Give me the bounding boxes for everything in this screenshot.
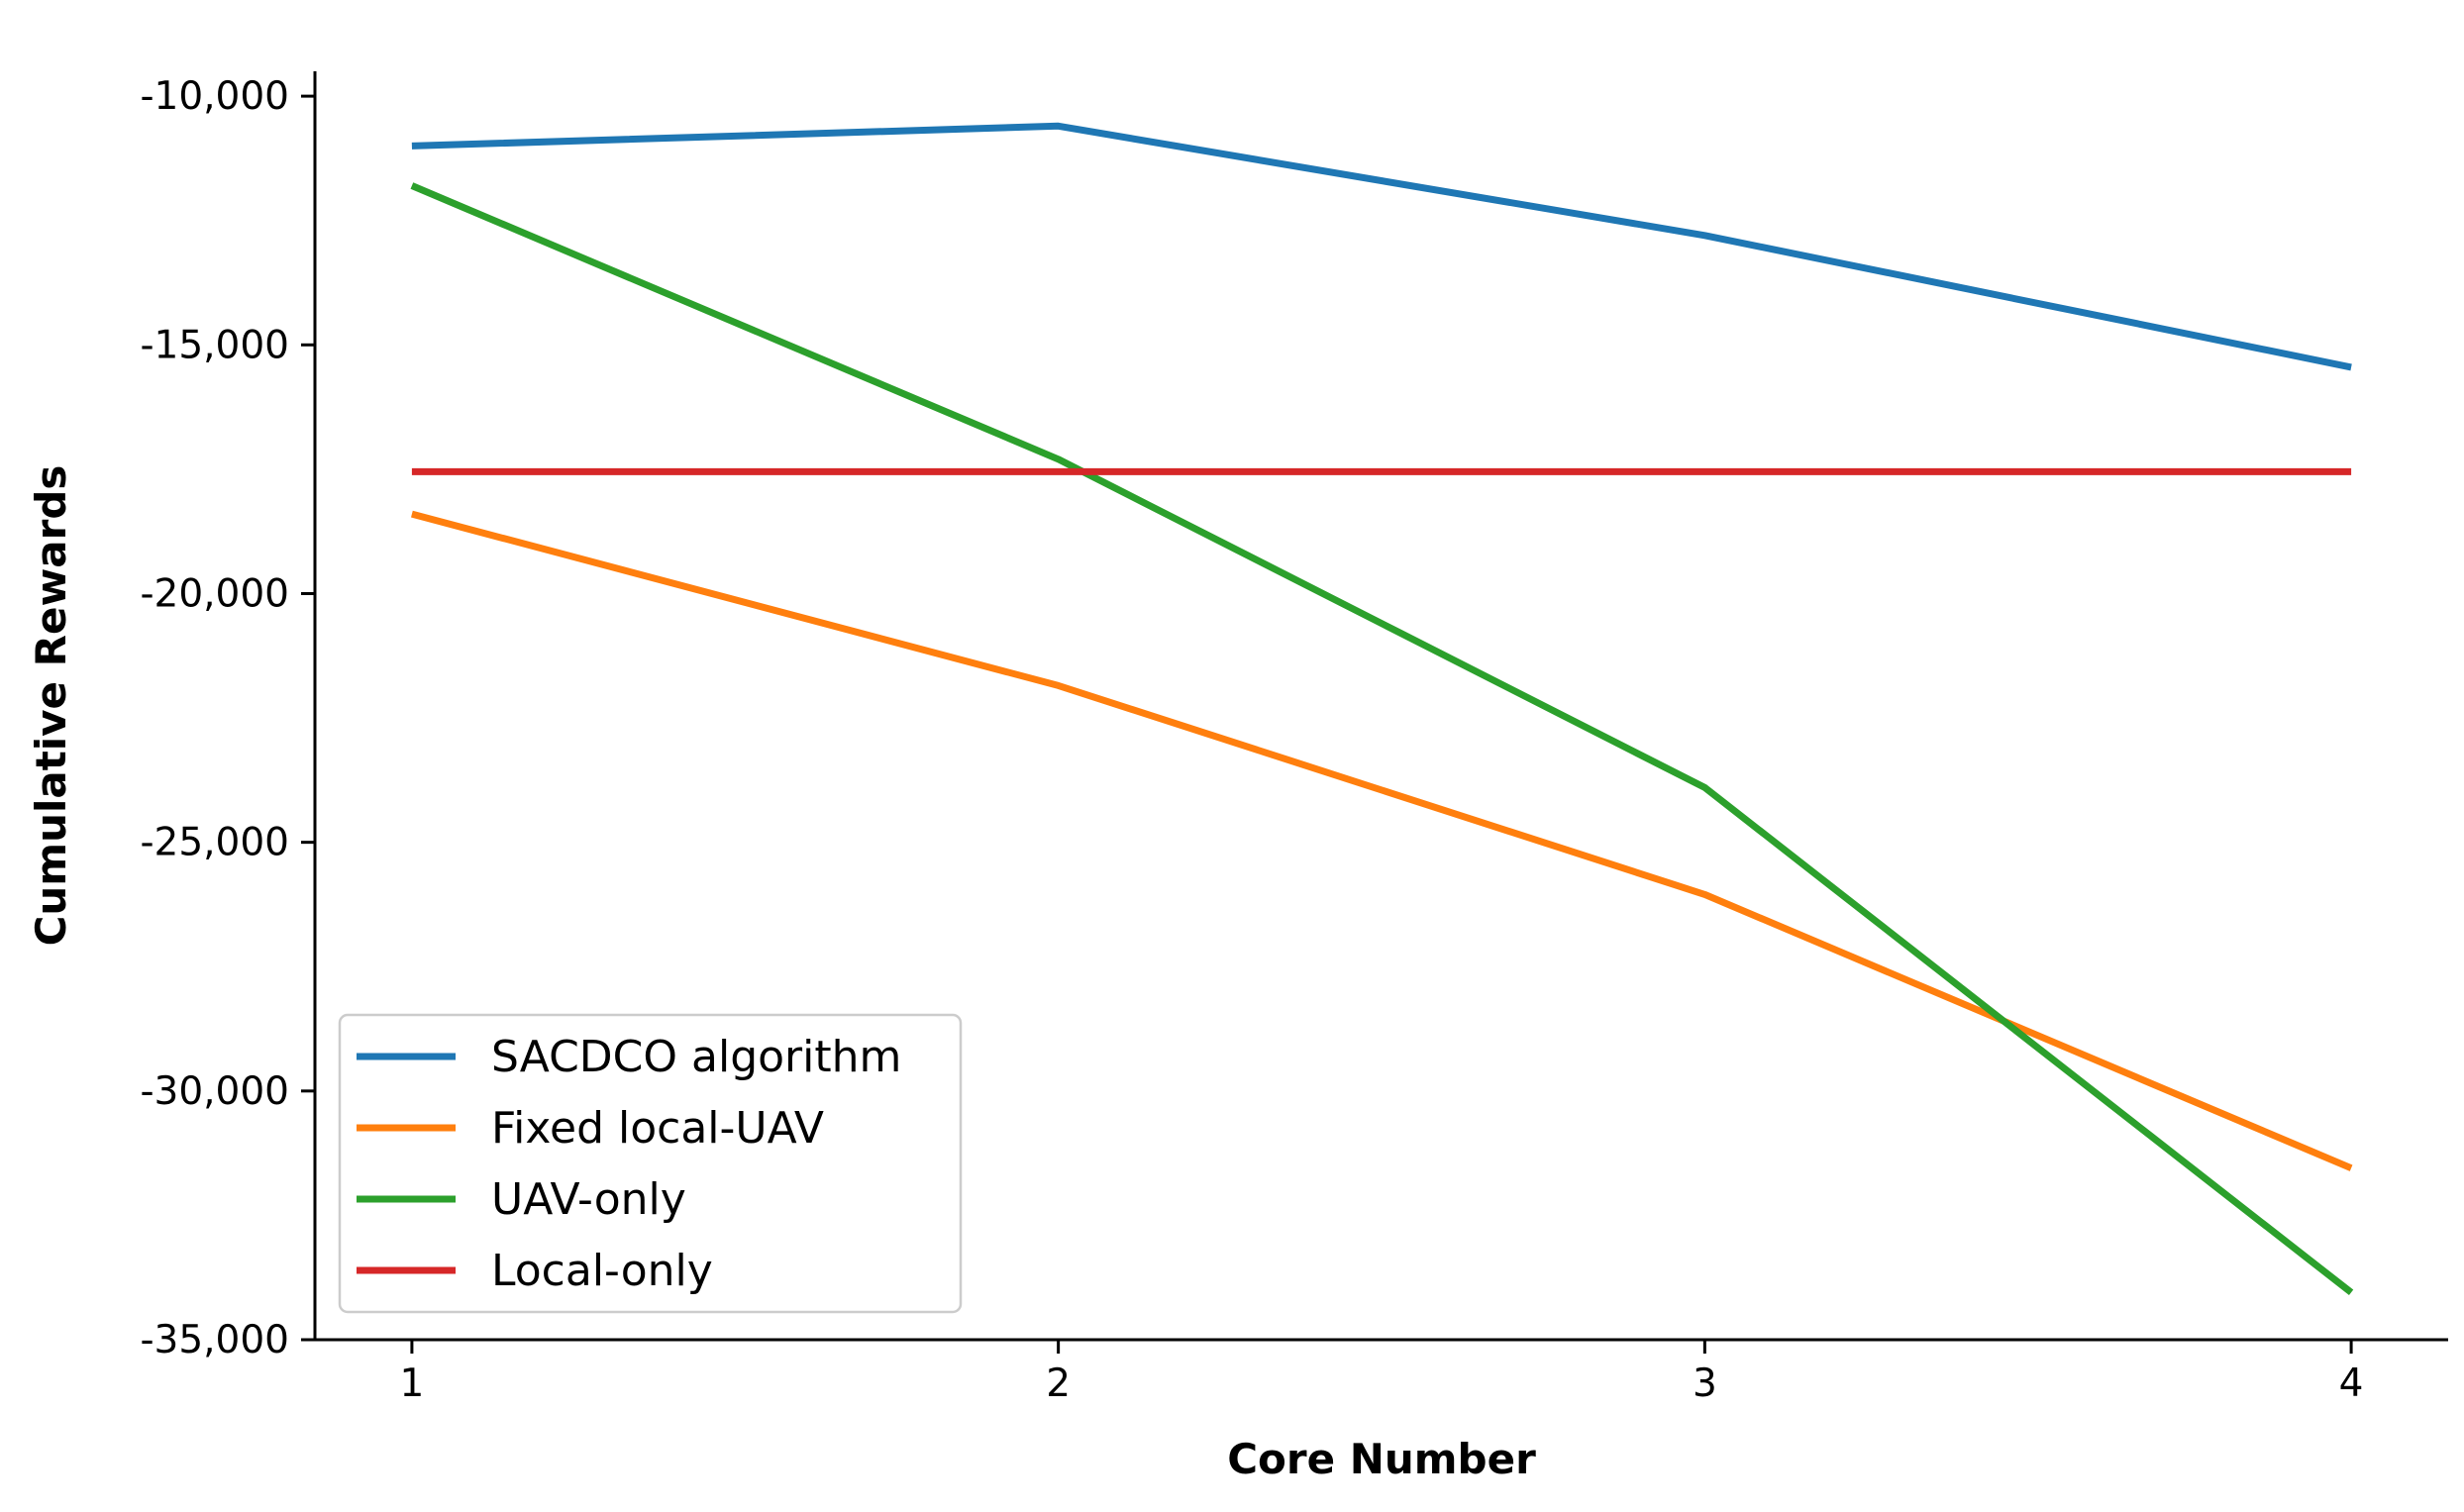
legend: SACDCO algorithm Fixed local-UAV UAV-only L…	[338, 1013, 963, 1314]
y-tick-label: -35,000	[140, 1318, 289, 1362]
legend-frame	[338, 1013, 963, 1314]
legend-label: SACDCO algorithm	[491, 1032, 901, 1082]
legend-items: SACDCO algorithm Fixed local-UAV UAV-only L…	[357, 1032, 901, 1296]
y-ticks: -10,000 -15,000 -20,000 -25,000 -30,000 -35,0…	[140, 74, 315, 1362]
y-axis-title: Cumulative Rewards	[27, 465, 75, 947]
series-layer	[410, 122, 2354, 1296]
x-tick-label: 2	[1046, 1361, 1071, 1406]
x-ticks: 1 2 3 4	[399, 1340, 2364, 1406]
y-tick-label: -20,000	[140, 571, 289, 616]
legend-label: Local-only	[491, 1246, 713, 1296]
y-tick-label: -30,000	[140, 1069, 289, 1114]
x-tick-label: 1	[399, 1361, 424, 1406]
series-line-2	[410, 182, 2354, 1296]
series-line-0	[411, 122, 2352, 371]
legend-label: Fixed local-UAV	[491, 1103, 824, 1154]
x-tick-label: 4	[2339, 1361, 2364, 1406]
y-tick-label: -10,000	[140, 74, 289, 119]
y-tick-label: -15,000	[140, 323, 289, 367]
axes-layer: -10,000 -15,000 -20,000 -25,000 -30,000 -35,0…	[140, 71, 2448, 1406]
legend-label: UAV-only	[491, 1174, 686, 1225]
series-line-1	[411, 510, 2353, 1171]
x-tick-label: 3	[1693, 1361, 1717, 1406]
x-axis-title: Core Number	[1227, 1435, 1536, 1483]
y-tick-label: -25,000	[140, 821, 289, 865]
